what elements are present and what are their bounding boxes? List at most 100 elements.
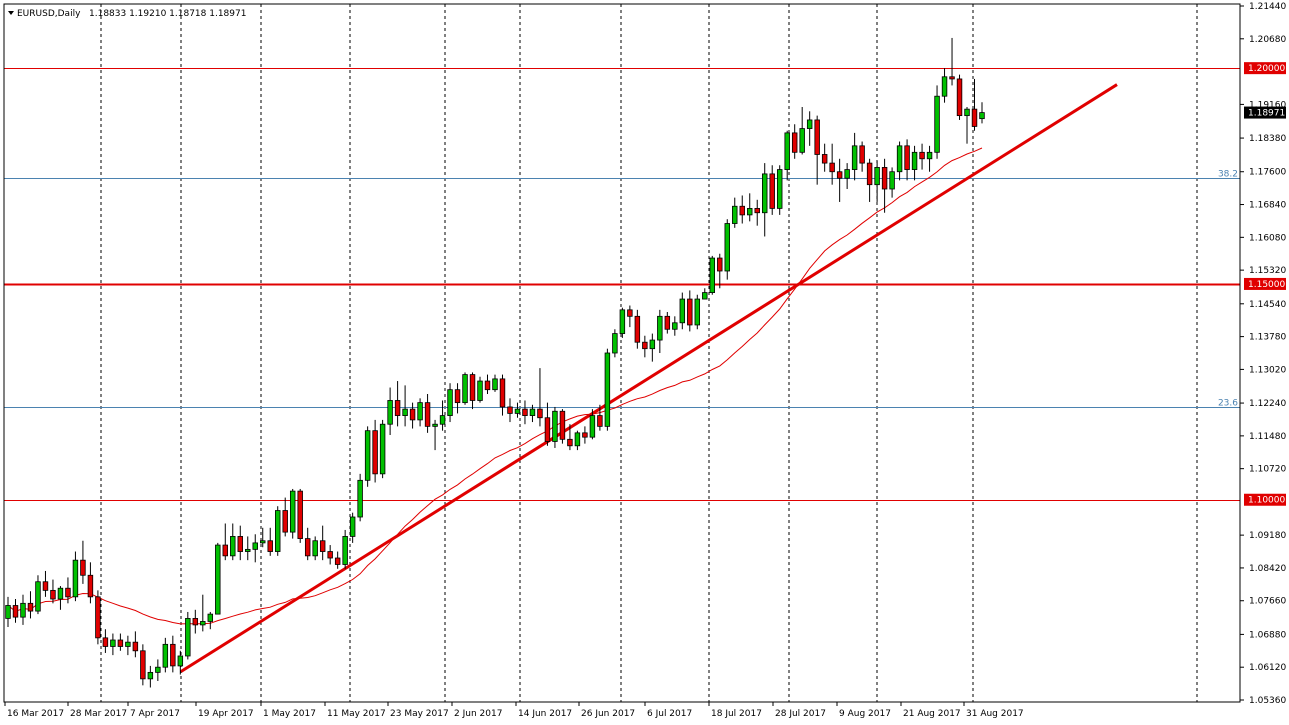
candle-body-down [522,408,528,416]
moving-average-line [7,147,983,625]
candle [904,139,910,181]
candle-body-up [275,510,281,552]
candle [574,430,581,451]
candle [784,130,790,181]
candle [304,527,311,561]
candle-body-down [754,208,760,214]
candle-body-up [784,132,790,170]
candle-body-up [312,540,318,557]
candle [35,575,41,615]
candle [394,381,401,427]
candle [260,527,266,548]
candle-body-up [964,108,970,117]
candle [881,158,888,213]
candle-body-up [672,322,678,330]
candle-body-down [282,510,288,533]
candle [717,253,723,289]
x-tick-label: 18 Jul 2017 [711,709,762,719]
candle [72,551,79,602]
candle [836,158,843,202]
candle-body-down [327,551,333,559]
candle-body-down [140,650,146,680]
y-tick-label: 1.09180 [1249,531,1286,541]
candle [559,409,566,444]
candle-body-down [544,417,551,442]
candle-body-up [574,432,581,447]
candle [42,570,49,597]
candle-body-down [27,602,34,612]
candle-body-down [859,145,865,164]
candle-body-up [402,408,408,416]
candle-body-down [394,400,401,416]
dropdown-triangle-icon[interactable] [8,11,14,15]
candle [844,163,850,189]
candle-body-up [589,415,596,438]
candle-body-up [379,423,386,475]
candle [896,141,903,181]
candle [275,506,281,556]
candle-body-down [597,415,603,427]
x-tick-label: 11 May 2017 [327,709,386,719]
candle-body-down [642,341,648,350]
price-axis: 1.21440 1.20680 1.19160 1.18380 1.17600 1.168… [1240,2,1286,706]
vertical-grid [100,4,1198,702]
candle-body-up [941,76,948,97]
candle-body-up [155,666,161,673]
candle [627,305,633,328]
candle-body-down [409,408,416,421]
candle [687,290,693,332]
candle [342,529,348,569]
candle-body-up [5,605,11,619]
candle [597,404,603,431]
candle [439,400,446,431]
candle [821,143,828,172]
candle-body-up [529,408,536,416]
candle-body-up [387,400,393,425]
y-tick-label: 1.07660 [1249,597,1286,607]
candle [215,542,221,615]
candle-body-up [492,378,498,391]
candle [267,527,273,556]
y-tick-label: 1.20680 [1249,35,1286,45]
level-tag-text: 1.15000 [1248,280,1285,290]
x-tick-label: 19 Apr 2017 [198,709,254,719]
candle-body-down [372,430,378,475]
candle [289,488,296,539]
candle-body-up [926,151,933,160]
candle-body-up [679,298,686,324]
candle-body-up [619,309,626,334]
time-axis: 16 Mar 2017 28 Mar 2017 7 Apr 2017 19 Apr 2… [4,702,1024,719]
candle-body-down [559,410,566,440]
x-tick-label: 31 Aug 2017 [966,709,1024,719]
candle [604,348,611,431]
candle [57,586,64,610]
candle [484,374,491,395]
candle [664,311,671,334]
candle-body-up [125,641,131,647]
candle [454,383,461,414]
candle [102,629,109,653]
candle-body-down [829,162,835,173]
candles [5,37,985,688]
candle [949,37,955,86]
candle-body-up [724,223,730,272]
candle-body-down [484,380,491,391]
candle [27,591,34,619]
candle [207,611,214,630]
plot-frame [3,3,1241,703]
candle [657,309,663,353]
y-tick-label: 1.14540 [1249,300,1286,310]
candle-body-up [72,559,79,598]
fib-label: 23.6 [1218,399,1238,409]
candle [612,329,618,358]
candle [319,525,326,561]
candle-body-down [739,205,745,216]
candle [282,497,288,537]
trendline[interactable] [180,83,1118,673]
candle-body-up [612,333,618,354]
candle [402,385,408,427]
candle [866,158,873,202]
candle [492,374,498,392]
